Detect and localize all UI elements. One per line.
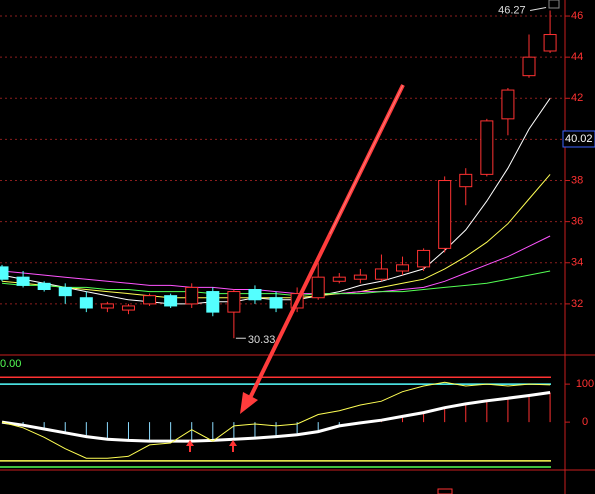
y-tick-label: 34 [571,257,583,269]
candle-body [37,282,51,290]
y-tick-label: 42 [571,92,583,104]
y-tick-label: 44 [571,51,583,63]
price-marker-box [562,130,595,148]
y-tick-label: 36 [571,216,583,228]
candle-body [121,305,135,311]
candle-body [522,56,536,77]
ma-line [1,98,551,305]
indicator-value: 0.00 [0,358,21,370]
candle-body [206,291,220,313]
candle-body [374,268,388,280]
y-tick-label: 38 [571,174,583,186]
indicator-line [1,381,551,459]
candle-body [79,297,93,309]
candle-body [353,274,367,280]
candle-body [58,286,72,297]
signal-arrowhead [229,440,237,446]
price-marker-label: 40.02 [565,133,593,145]
candle-body [438,180,452,249]
candle-body [396,264,410,272]
high-pointer [529,6,547,11]
candle-body [185,286,199,305]
y-tick-label: 46 [571,10,583,22]
corner-icon [548,0,560,9]
candle-body [248,288,262,301]
volume-bar [437,488,453,494]
candle-body [332,276,346,282]
candle-body [16,276,30,286]
candle-body [269,297,283,309]
annotation-line [329,84,404,235]
candle-body [311,276,325,299]
annotation-arrowhead [240,392,258,414]
candle-body [164,295,178,307]
indicator-line [1,391,551,443]
candle-body [543,34,557,52]
high-label: 46.27 [498,4,526,16]
candle-body [227,291,241,313]
low-label: 30.33 [248,334,276,346]
candle-body [417,249,431,268]
y-tick-label: 100 [576,378,594,390]
candle-body [501,89,515,120]
y-tick-label: 32 [571,298,583,310]
candle-body [0,266,9,280]
candle-body [480,120,494,175]
candle-body [143,295,157,305]
candle-body [459,173,473,188]
signal-arrowhead [186,440,194,446]
y-tick-label: 0 [582,416,588,428]
candle-body [100,303,114,309]
